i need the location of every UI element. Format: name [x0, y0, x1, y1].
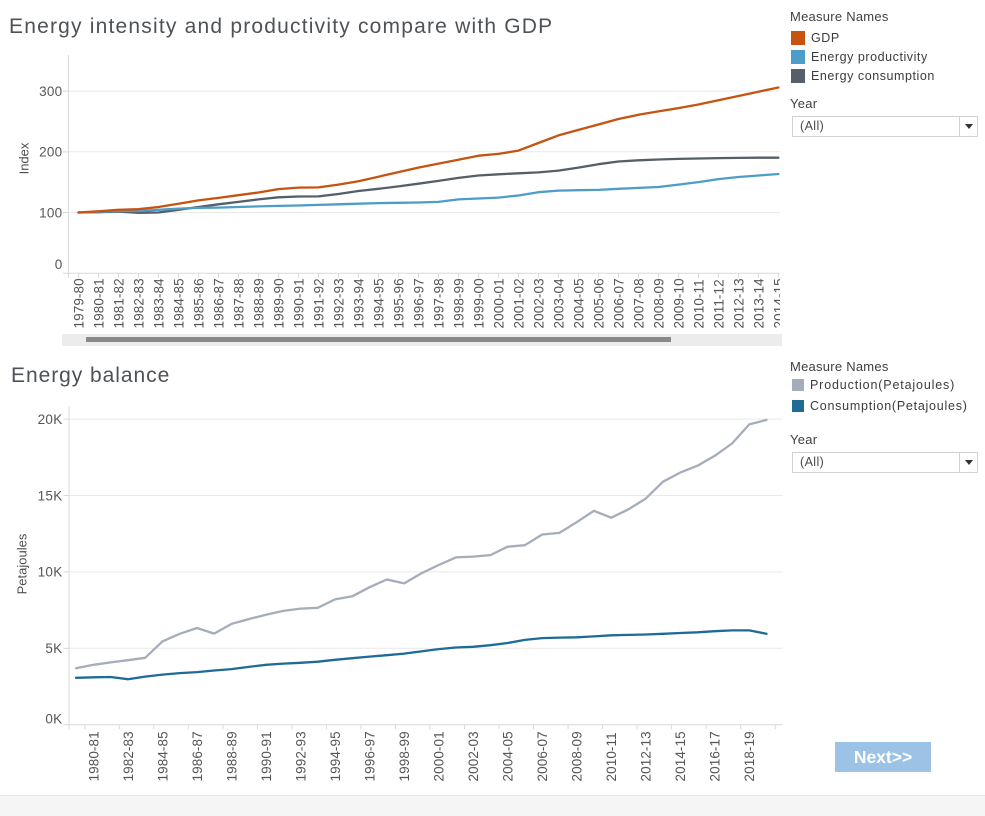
- svg-text:1992-93: 1992-93: [331, 278, 346, 328]
- svg-text:1995-96: 1995-96: [391, 278, 406, 328]
- svg-text:20K: 20K: [38, 412, 63, 427]
- svg-text:1999-00: 1999-00: [471, 278, 486, 328]
- svg-text:2001-02: 2001-02: [511, 278, 526, 328]
- svg-text:Petajoules: Petajoules: [15, 533, 30, 594]
- svg-text:1980-81: 1980-81: [91, 278, 106, 328]
- svg-text:2016-17: 2016-17: [708, 731, 723, 781]
- svg-text:1994-95: 1994-95: [371, 278, 386, 328]
- svg-text:1988-89: 1988-89: [251, 278, 266, 328]
- svg-text:1990-91: 1990-91: [259, 731, 274, 781]
- svg-text:1997-98: 1997-98: [431, 278, 446, 328]
- svg-text:1984-85: 1984-85: [171, 278, 186, 328]
- svg-text:2013-14: 2013-14: [751, 278, 766, 329]
- svg-text:2011-12: 2011-12: [711, 279, 726, 328]
- svg-text:15K: 15K: [38, 488, 63, 503]
- svg-text:1993-94: 1993-94: [351, 278, 366, 329]
- svg-text:2002-03: 2002-03: [466, 731, 481, 781]
- svg-text:1996-97: 1996-97: [411, 278, 426, 328]
- svg-text:1991-92: 1991-92: [311, 278, 326, 328]
- svg-text:2007-08: 2007-08: [631, 278, 646, 328]
- svg-text:2008-09: 2008-09: [570, 731, 585, 781]
- svg-text:1998-99: 1998-99: [397, 731, 412, 781]
- svg-text:2009-10: 2009-10: [671, 278, 686, 328]
- svg-text:1986-87: 1986-87: [211, 278, 226, 328]
- svg-text:2000-01: 2000-01: [432, 731, 447, 781]
- svg-text:1986-87: 1986-87: [190, 731, 205, 781]
- svg-text:2014-15: 2014-15: [673, 731, 688, 781]
- svg-text:2012-13: 2012-13: [731, 278, 746, 328]
- svg-text:1998-99: 1998-99: [451, 278, 466, 328]
- svg-text:2002-03: 2002-03: [531, 278, 546, 328]
- svg-text:0K: 0K: [45, 711, 62, 726]
- svg-text:1982-83: 1982-83: [121, 731, 136, 781]
- svg-text:2006-07: 2006-07: [611, 278, 626, 328]
- svg-text:100: 100: [39, 205, 62, 220]
- svg-text:1988-89: 1988-89: [224, 731, 239, 781]
- svg-text:Index: Index: [17, 142, 32, 174]
- svg-text:2006-07: 2006-07: [535, 731, 550, 781]
- svg-text:1990-91: 1990-91: [291, 278, 306, 328]
- svg-text:1994-95: 1994-95: [328, 731, 343, 781]
- svg-text:1979-80: 1979-80: [71, 278, 86, 328]
- svg-text:300: 300: [39, 84, 62, 99]
- svg-text:5K: 5K: [45, 641, 62, 656]
- svg-text:2004-05: 2004-05: [501, 731, 516, 781]
- svg-text:1992-93: 1992-93: [293, 731, 308, 781]
- svg-text:2010-11: 2010-11: [691, 279, 706, 328]
- svg-text:1985-86: 1985-86: [191, 278, 206, 328]
- svg-text:0: 0: [55, 257, 63, 272]
- svg-text:2003-04: 2003-04: [551, 278, 566, 329]
- svg-text:200: 200: [39, 145, 62, 160]
- svg-text:2008-09: 2008-09: [651, 278, 666, 328]
- svg-text:2014-15: 2014-15: [771, 278, 786, 328]
- svg-text:1980-81: 1980-81: [86, 731, 101, 781]
- svg-text:1989-90: 1989-90: [271, 278, 286, 328]
- svg-text:1984-85: 1984-85: [155, 731, 170, 781]
- svg-text:1987-88: 1987-88: [231, 278, 246, 328]
- svg-text:2018-19: 2018-19: [742, 731, 757, 781]
- svg-text:1981-82: 1981-82: [111, 278, 126, 328]
- svg-text:2000-01: 2000-01: [491, 278, 506, 328]
- svg-text:2005-06: 2005-06: [591, 278, 606, 328]
- svg-text:2004-05: 2004-05: [571, 278, 586, 328]
- svg-text:1983-84: 1983-84: [151, 278, 166, 329]
- svg-text:10K: 10K: [38, 565, 63, 580]
- svg-text:2010-11: 2010-11: [604, 732, 619, 781]
- svg-text:1996-97: 1996-97: [363, 731, 378, 781]
- svg-text:2012-13: 2012-13: [639, 731, 654, 781]
- svg-text:1982-83: 1982-83: [131, 278, 146, 328]
